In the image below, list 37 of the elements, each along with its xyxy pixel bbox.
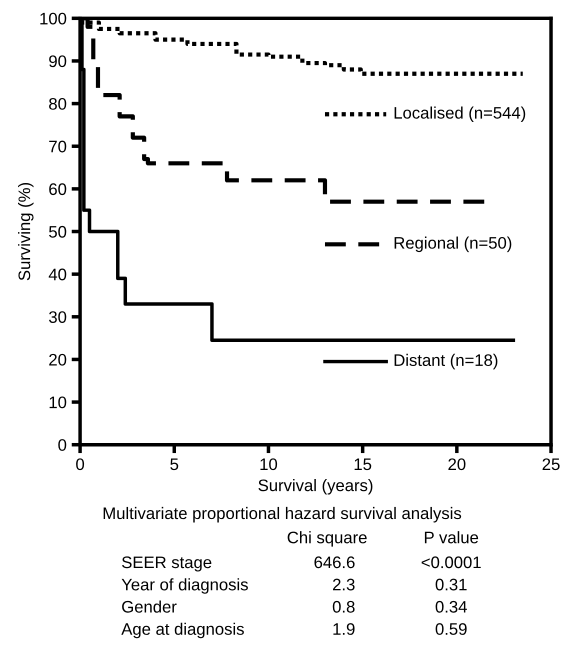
legend-label: Distant (n=18) bbox=[394, 354, 498, 370]
text: 1.9 bbox=[333, 623, 355, 635]
text: Age at diagnosis bbox=[121, 622, 244, 638]
text: Gender bbox=[122, 600, 177, 613]
text: Multivariate proportional hazard survival analysis bbox=[104, 506, 462, 522]
x-tick-label: 15 bbox=[354, 458, 372, 470]
text: Year of diagnosis bbox=[122, 578, 248, 594]
text: 0.34 bbox=[436, 600, 467, 613]
text: Chi square bbox=[288, 531, 367, 547]
y-axis-title: Surviving (%) bbox=[18, 183, 34, 280]
y-tick-label: 10 bbox=[50, 396, 66, 408]
y-tick-label: 80 bbox=[49, 98, 66, 110]
legend-label: Localised (n=544) bbox=[394, 106, 526, 122]
x-tick-label: 10 bbox=[260, 458, 278, 470]
legend-label: Regional (n=50) bbox=[394, 236, 512, 252]
text: 0.8 bbox=[332, 600, 355, 613]
x-tick-label: 25 bbox=[542, 458, 560, 470]
y-tick-label: 0 bbox=[58, 439, 66, 451]
text: 0.59 bbox=[436, 623, 467, 635]
y-tick-label: 60 bbox=[49, 183, 66, 196]
y-tick-label: 100 bbox=[40, 12, 66, 25]
y-tick-label: 40 bbox=[48, 268, 66, 280]
text: 646.6 bbox=[314, 556, 355, 568]
text: P value bbox=[424, 531, 478, 544]
y-tick-label: 90 bbox=[49, 55, 66, 68]
text: <0.0001 bbox=[422, 556, 481, 568]
x-tick-label: 5 bbox=[170, 458, 178, 470]
y-tick-label: 30 bbox=[48, 311, 66, 323]
y-tick-label: 50 bbox=[49, 226, 66, 238]
y-tick-label: 70 bbox=[49, 140, 66, 152]
x-tick-label: 0 bbox=[76, 458, 84, 470]
x-tick-label: 20 bbox=[448, 458, 466, 470]
x-axis-title: Survival (years) bbox=[258, 479, 372, 495]
y-tick-label: 20 bbox=[49, 354, 66, 366]
text: SEER stage bbox=[122, 556, 212, 572]
text: 2.3 bbox=[332, 578, 355, 590]
text: 0.31 bbox=[436, 578, 467, 590]
